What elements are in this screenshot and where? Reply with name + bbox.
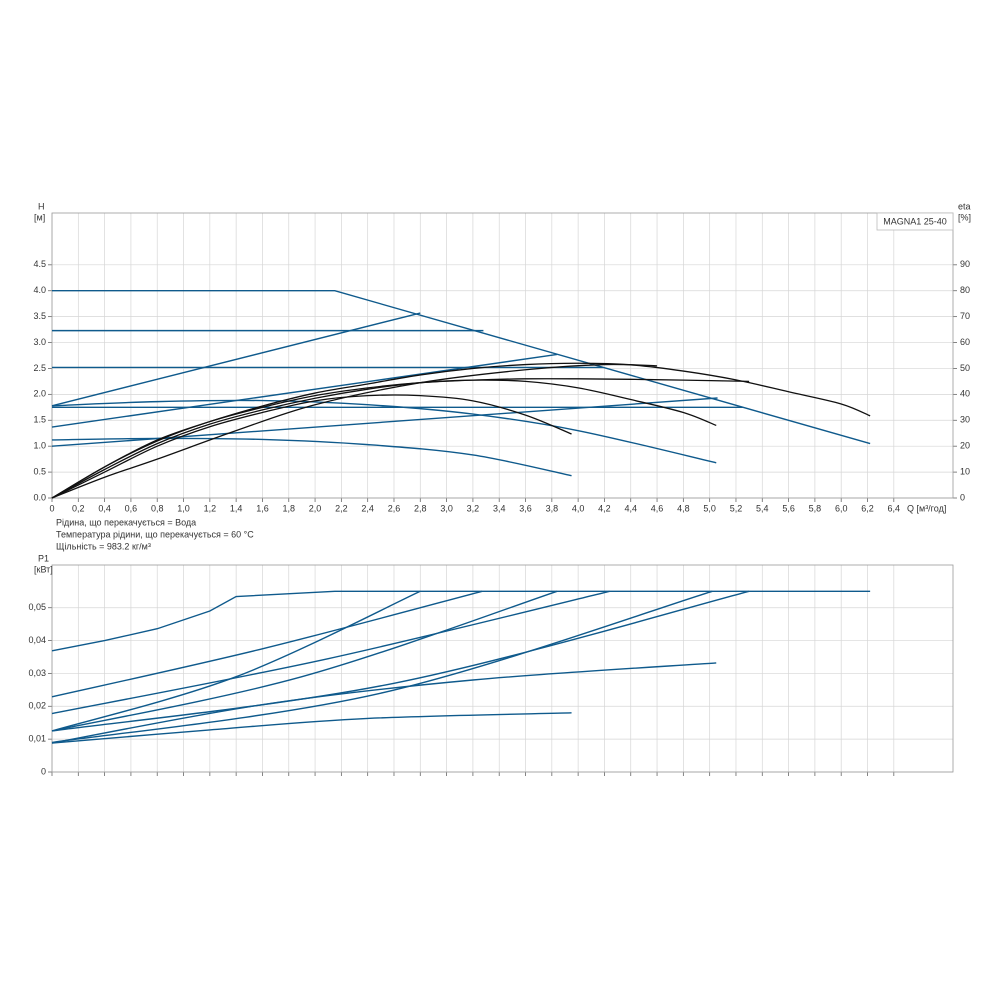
curve xyxy=(51,590,713,744)
x-tick-label: 4,0 xyxy=(572,503,585,513)
x-tick-label: 5,2 xyxy=(730,503,743,513)
curve xyxy=(51,353,558,428)
x-tick-label: 0,2 xyxy=(72,503,85,513)
x-tick-label: 5,6 xyxy=(782,503,795,513)
curve xyxy=(51,662,717,744)
y-tick-label: 3.5 xyxy=(33,311,46,321)
y2-axis-unit: [%] xyxy=(958,212,971,222)
y2-tick-label: 0 xyxy=(960,492,965,502)
x-tick-label: 2,8 xyxy=(414,503,427,513)
curve xyxy=(51,399,717,464)
y-axis-label: P1 xyxy=(38,553,49,563)
y-tick-label: 0.5 xyxy=(33,466,46,476)
x-tick-label: 1,8 xyxy=(283,503,296,513)
curve xyxy=(51,590,421,732)
x-tick-label: 3,8 xyxy=(546,503,559,513)
x-tick-label: 2,4 xyxy=(361,503,374,513)
y-tick-label: 0.0 xyxy=(33,492,46,502)
y2-tick-label: 40 xyxy=(960,389,970,399)
x-tick-label: 1,6 xyxy=(256,503,269,513)
y-tick-label: 1.0 xyxy=(33,441,46,451)
plot-frame xyxy=(51,564,954,773)
label-box xyxy=(876,212,954,231)
curve xyxy=(51,590,871,652)
curve xyxy=(51,394,572,499)
x-tick-label: 3,4 xyxy=(493,503,506,513)
y-tick-label: 2.5 xyxy=(33,363,46,373)
x-tick-label: 4,8 xyxy=(677,503,690,513)
x-tick-label: 5,0 xyxy=(703,503,716,513)
y2-tick-label: 20 xyxy=(960,441,970,451)
y-tick-label: 3.0 xyxy=(33,337,46,347)
x-tick-label: 0,6 xyxy=(125,503,138,513)
y-tick-label: 4.5 xyxy=(33,259,46,269)
y2-tick-label: 80 xyxy=(960,285,970,295)
x-tick-label: 4,2 xyxy=(598,503,611,513)
y-axis-unit: [кВт] xyxy=(34,564,53,574)
curve xyxy=(51,437,572,477)
y-tick-label: 0,02 xyxy=(28,701,46,711)
y-tick-label: 0 xyxy=(41,766,46,776)
x-tick-label: 1,4 xyxy=(230,503,243,513)
curve xyxy=(51,312,421,407)
curve xyxy=(51,362,871,499)
y2-tick-label: 60 xyxy=(960,337,970,347)
box-label: MAGNA1 25-40 xyxy=(883,216,947,226)
x-tick-label: 5,4 xyxy=(756,503,769,513)
y2-tick-label: 10 xyxy=(960,466,970,476)
note: Температура рідини, що перекачується = 6… xyxy=(56,529,254,539)
y-tick-label: 0,01 xyxy=(28,734,46,744)
y2-tick-label: 30 xyxy=(960,415,970,425)
x-tick-label: 0 xyxy=(49,503,54,513)
curve xyxy=(52,290,871,445)
curve xyxy=(51,590,750,732)
y-tick-label: 2.0 xyxy=(33,389,46,399)
x-axis-label: Q [м³/год] xyxy=(907,503,946,513)
x-tick-label: 5,8 xyxy=(809,503,822,513)
x-tick-label: 3,6 xyxy=(519,503,532,513)
curve xyxy=(51,590,558,732)
x-tick-label: 2,6 xyxy=(388,503,401,513)
x-tick-label: 2,2 xyxy=(335,503,348,513)
y2-tick-label: 50 xyxy=(960,363,970,373)
curve xyxy=(51,590,610,715)
y2-axis-label: eta xyxy=(958,201,971,211)
curve xyxy=(51,712,572,744)
x-tick-label: 2,0 xyxy=(309,503,322,513)
curve xyxy=(51,379,717,499)
curve xyxy=(51,363,658,499)
x-tick-label: 3,2 xyxy=(467,503,480,513)
y2-tick-label: 70 xyxy=(960,311,970,321)
x-tick-label: 0,8 xyxy=(151,503,164,513)
curve xyxy=(51,590,483,698)
x-tick-label: 4,6 xyxy=(651,503,664,513)
x-tick-label: 6,4 xyxy=(888,503,901,513)
y2-tick-label: 90 xyxy=(960,259,970,269)
x-tick-label: 1,0 xyxy=(177,503,190,513)
plot-frame xyxy=(51,212,954,499)
x-tick-label: 3,0 xyxy=(440,503,453,513)
x-tick-label: 0,4 xyxy=(98,503,111,513)
note: Щільність = 983.2 кг/м³ xyxy=(56,541,151,551)
x-tick-label: 1,2 xyxy=(204,503,217,513)
y-axis-unit: [м] xyxy=(34,212,45,222)
y-axis-label: H xyxy=(38,201,45,211)
x-tick-label: 6,0 xyxy=(835,503,848,513)
note: Рідина, що перекачується = Вода xyxy=(56,517,196,527)
y-tick-label: 0,05 xyxy=(28,602,46,612)
y-tick-label: 0,04 xyxy=(28,635,46,645)
x-tick-label: 4,4 xyxy=(624,503,637,513)
y-tick-label: 0,03 xyxy=(28,668,46,678)
x-tick-label: 6,2 xyxy=(861,503,874,513)
y-tick-label: 1.5 xyxy=(33,415,46,425)
y-tick-label: 4.0 xyxy=(33,285,46,295)
